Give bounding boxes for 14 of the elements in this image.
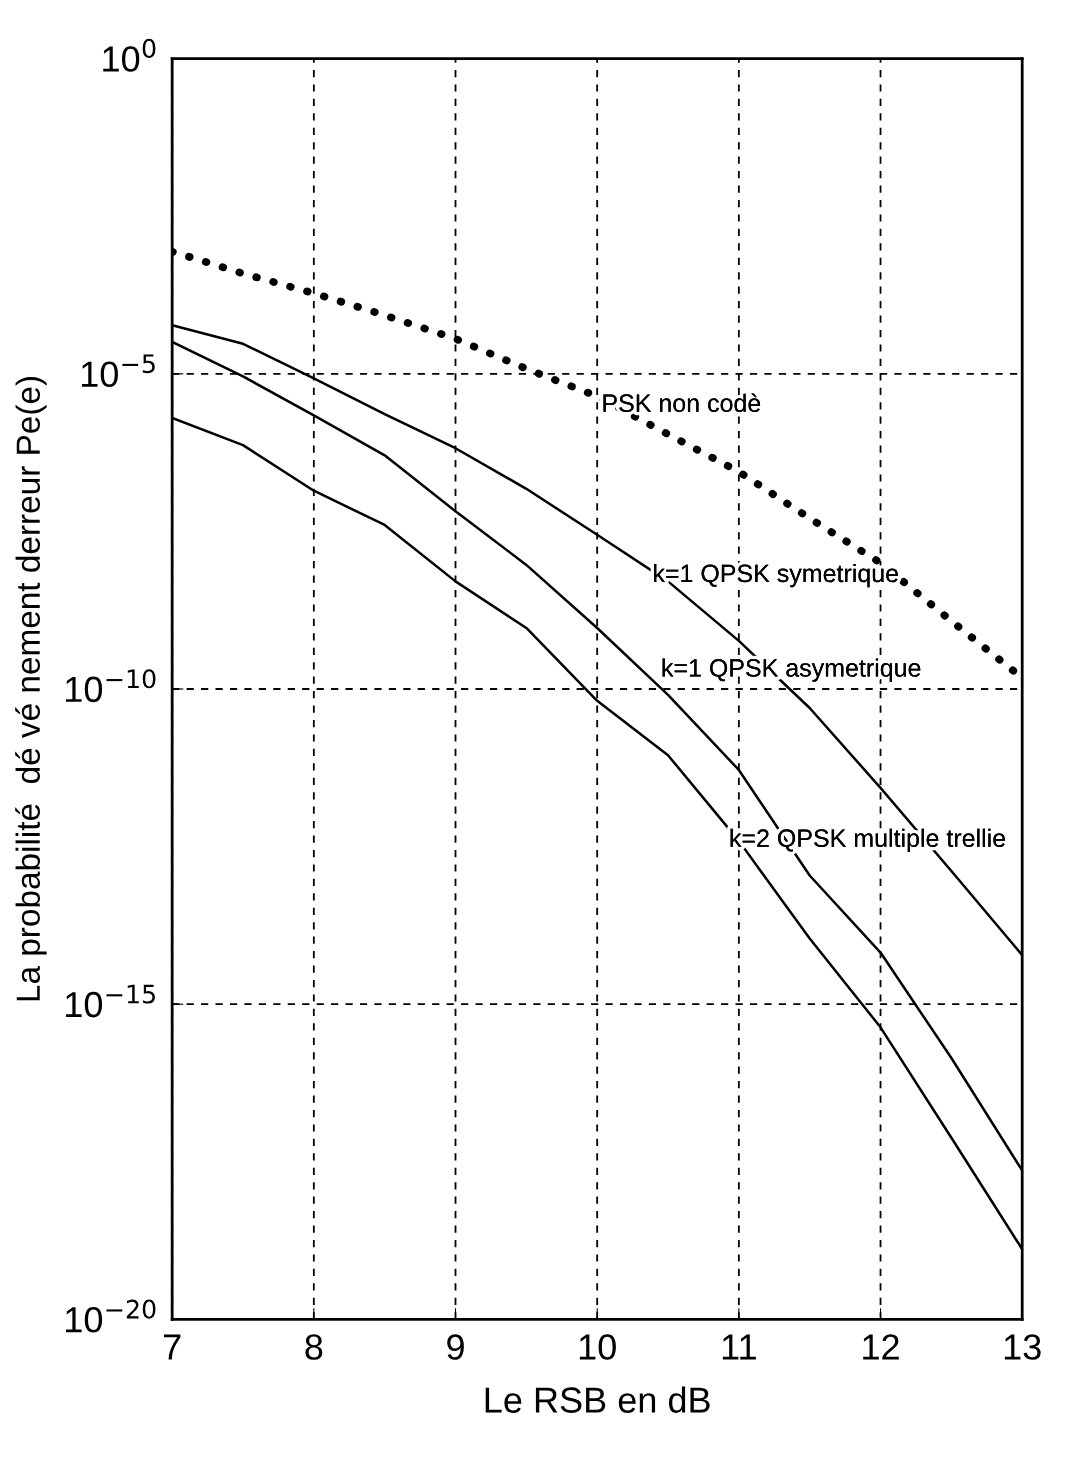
x-tick-label: 8 (305, 1334, 323, 1360)
y-axis-title: La probabilité dé vé nement derreur Pe(e) (15, 376, 47, 1001)
x-axis-title: Le RSB en dB (485, 1386, 710, 1413)
x-tick-label: 7 (163, 1334, 181, 1360)
y-tick-label: 10$^{−20}$ (66, 1299, 156, 1333)
y-tick-label: 10$^{−10}$ (66, 669, 156, 703)
x-tick-label: 10 (579, 1334, 616, 1360)
x-tick-label: 12 (863, 1334, 899, 1360)
y-tick-label: 10$^{−5}$ (81, 354, 155, 388)
x-tick-label: 13 (1004, 1334, 1041, 1360)
x-tick-label: 9 (447, 1334, 464, 1360)
x-tick-label: 11 (722, 1334, 756, 1360)
y-tick-label: 10$^{0}$ (103, 38, 156, 72)
y-tick-label: 10$^{−15}$ (66, 984, 155, 1018)
